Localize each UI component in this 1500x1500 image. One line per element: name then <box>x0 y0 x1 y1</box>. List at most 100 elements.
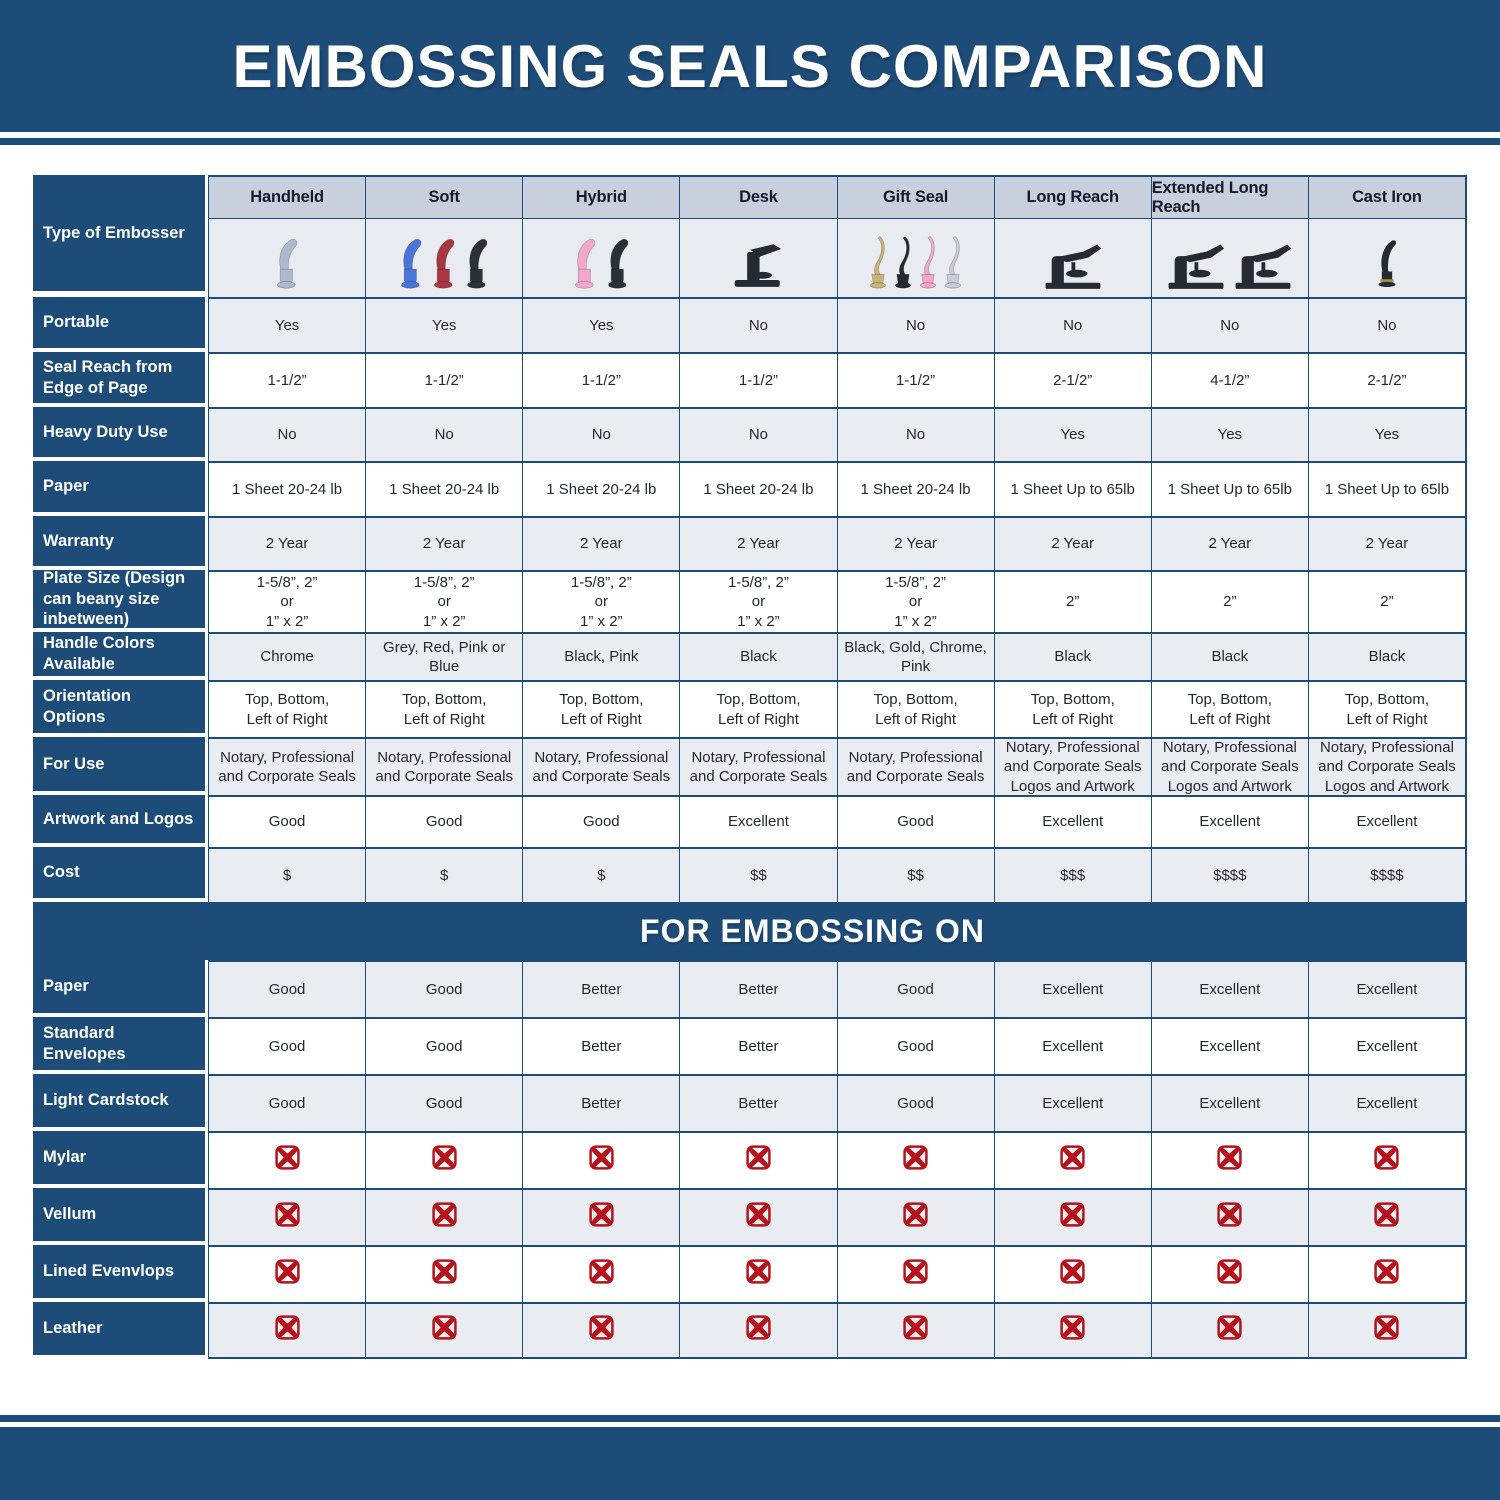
table-cell: Better <box>679 960 837 1017</box>
divider <box>0 132 1500 138</box>
divider <box>0 138 1500 145</box>
table-row: For Use Notary, Professional and Corporat… <box>33 737 1467 795</box>
table-cell: No <box>1150 297 1308 352</box>
row-label: Paper <box>33 461 208 516</box>
table-cell: Good <box>836 795 994 847</box>
table-cell: Yes <box>208 297 366 352</box>
table-cell: Grey, Red, Pink or Blue <box>365 632 523 680</box>
table-cell <box>522 1245 680 1302</box>
table-cell: Top, Bottom, Left of Right <box>1307 680 1467 737</box>
not-supported-x-icon <box>431 1314 458 1346</box>
table-row: Seal Reach from Edge of Page 1-1/2” 1-1/2”… <box>33 352 1467 407</box>
table-cell: Notary, Professional and Corporate Seals… <box>993 737 1151 795</box>
table-cell: $$ <box>679 847 837 902</box>
table-cell: Notary, Professional and Corporate Seals <box>522 737 680 795</box>
row-label: Paper <box>33 960 208 1017</box>
table-cell: Excellent <box>993 1017 1151 1074</box>
table-row: Mylar <box>33 1131 1467 1188</box>
table-cell: Good <box>365 960 523 1017</box>
table-cell: 2 Year <box>1150 516 1308 570</box>
column-gift-seal: Gift Seal <box>836 175 994 297</box>
table-cell <box>679 1245 837 1302</box>
column-cast-iron: Cast Iron <box>1307 175 1467 297</box>
footer-band <box>0 1427 1500 1500</box>
not-supported-x-icon <box>588 1201 615 1233</box>
row-label: Handle Colors Available <box>33 632 208 680</box>
embosser-image <box>994 219 1151 297</box>
table-cell: 1 Sheet 20-24 lb <box>365 461 523 516</box>
table-cell: $$$$ <box>1150 847 1308 902</box>
embosser-image <box>1151 219 1308 297</box>
not-supported-x-icon <box>588 1258 615 1290</box>
table-cell: Yes <box>522 297 680 352</box>
table-cell: 1 Sheet 20-24 lb <box>836 461 994 516</box>
embosser-image <box>366 219 523 297</box>
table-cell: 4-1/2” <box>1150 352 1308 407</box>
table-cell <box>1307 1245 1467 1302</box>
embosser-image <box>523 219 680 297</box>
title-banner: EMBOSSING SEALS COMPARISON <box>0 0 1500 132</box>
table-cell: No <box>522 407 680 461</box>
table-cell: 2 Year <box>1307 516 1467 570</box>
table-cell: $ <box>208 847 366 902</box>
table-cell: $$$$ <box>1307 847 1467 902</box>
table-cell: 1-1/2” <box>836 352 994 407</box>
table-row: Orientation Options Top, Bottom, Left of … <box>33 680 1467 737</box>
column-header: Desk <box>680 177 837 219</box>
table-cell: Chrome <box>208 632 366 680</box>
table-cell <box>1307 1131 1467 1188</box>
not-supported-x-icon <box>431 1144 458 1176</box>
column-hybrid: Hybrid <box>522 175 680 297</box>
table-cell: 1-1/2” <box>679 352 837 407</box>
row-label-type-of-embosser: Type of Embosser <box>33 175 208 295</box>
table-cell: 2-1/2” <box>993 352 1151 407</box>
table-cell <box>365 1245 523 1302</box>
not-supported-x-icon <box>1059 1144 1086 1176</box>
row-label: Vellum <box>33 1188 208 1245</box>
not-supported-x-icon <box>1216 1201 1243 1233</box>
table-cell: Top, Bottom, Left of Right <box>208 680 366 737</box>
table-cell: Better <box>679 1074 837 1131</box>
divider <box>0 1415 1500 1422</box>
not-supported-x-icon <box>274 1201 301 1233</box>
table-cell: 1 Sheet 20-24 lb <box>522 461 680 516</box>
table-cell: 2” <box>1150 570 1308 632</box>
not-supported-x-icon <box>1216 1258 1243 1290</box>
table-cell: 1 Sheet Up to 65lb <box>993 461 1151 516</box>
not-supported-x-icon <box>902 1144 929 1176</box>
not-supported-x-icon <box>1059 1314 1086 1346</box>
embosser-image <box>837 219 994 297</box>
row-label: Standard Envelopes <box>33 1017 208 1074</box>
table-cell: No <box>993 297 1151 352</box>
table-cell: Yes <box>993 407 1151 461</box>
column-handheld: Handheld <box>208 175 366 297</box>
table-cell: Good <box>522 795 680 847</box>
table-cell: Top, Bottom, Left of Right <box>679 680 837 737</box>
table-cell: Black, Gold, Chrome, Pink <box>836 632 994 680</box>
table-cell: $$$ <box>993 847 1151 902</box>
column-extended-long-reach: Extended Long Reach <box>1150 175 1308 297</box>
table-cell <box>365 1302 523 1359</box>
table-cell: 1 Sheet 20-24 lb <box>679 461 837 516</box>
table-cell: 1 Sheet Up to 65lb <box>1150 461 1308 516</box>
table-cell: 2 Year <box>993 516 1151 570</box>
table-cell: Excellent <box>993 1074 1151 1131</box>
table-cell: 2” <box>1307 570 1467 632</box>
table-row: Artwork and Logos Good Good Good Excellent Go… <box>33 795 1467 847</box>
table-cell: 1-5/8”, 2” or 1” x 2” <box>679 570 837 632</box>
row-label: Seal Reach from Edge of Page <box>33 352 208 407</box>
row-label: Warranty <box>33 516 208 570</box>
table-cell: Notary, Professional and Corporate Seals… <box>1307 737 1467 795</box>
table-cell: Excellent <box>1307 960 1467 1017</box>
table-cell: Excellent <box>1307 795 1467 847</box>
not-supported-x-icon <box>1059 1201 1086 1233</box>
table-cell <box>1150 1188 1308 1245</box>
table-cell: Excellent <box>1150 1017 1308 1074</box>
table-cell <box>836 1245 994 1302</box>
table-row: Leather <box>33 1302 1467 1359</box>
not-supported-x-icon <box>274 1144 301 1176</box>
table-cell: Good <box>365 795 523 847</box>
table-cell: $$ <box>836 847 994 902</box>
table-cell <box>679 1131 837 1188</box>
table-row: Vellum <box>33 1188 1467 1245</box>
